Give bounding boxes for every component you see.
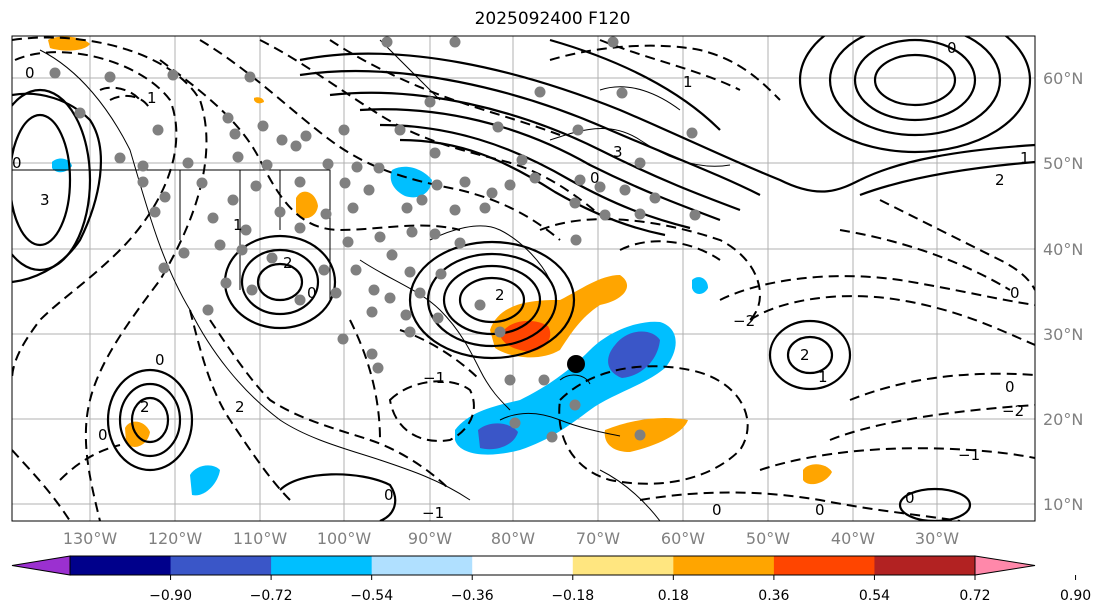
svg-text:1: 1 xyxy=(683,73,693,91)
svg-text:0: 0 xyxy=(12,154,22,172)
svg-text:−2: −2 xyxy=(733,312,755,330)
svg-text:2: 2 xyxy=(495,286,505,304)
svg-text:0: 0 xyxy=(98,426,108,444)
svg-text:50°W: 50°W xyxy=(746,529,790,548)
svg-text:100°W: 100°W xyxy=(317,529,372,548)
colorbar-tick-label: 0.90 xyxy=(1060,588,1091,604)
colorbar-tick-labels: −0.90 −0.72 −0.54 −0.36 −0.18 0.18 0.36 0.54 0.7… xyxy=(149,575,1091,604)
colorbar-segment xyxy=(472,556,574,575)
svg-text:2: 2 xyxy=(995,171,1005,189)
svg-text:40°N: 40°N xyxy=(1043,240,1083,259)
svg-text:−1: −1 xyxy=(422,504,444,522)
colorbar-tick-label: 0.72 xyxy=(959,588,990,604)
svg-text:20°N: 20°N xyxy=(1043,410,1083,429)
svg-text:60°W: 60°W xyxy=(661,529,705,548)
svg-text:2: 2 xyxy=(235,398,245,416)
colorbar-tick-label: 0.18 xyxy=(658,588,689,604)
colorbar-segments xyxy=(12,556,1035,575)
svg-text:−2: −2 xyxy=(1002,402,1024,420)
svg-text:0: 0 xyxy=(815,501,825,519)
svg-text:−1: −1 xyxy=(423,369,445,387)
svg-text:0: 0 xyxy=(384,486,394,504)
svg-text:1: 1 xyxy=(233,216,243,234)
svg-text:50°N: 50°N xyxy=(1043,154,1083,173)
svg-text:30°N: 30°N xyxy=(1043,325,1083,344)
svg-text:90°W: 90°W xyxy=(408,529,452,548)
colorbar-tick-label: 0.54 xyxy=(859,588,890,604)
svg-text:110°W: 110°W xyxy=(233,529,288,548)
colorbar-tick-label: −0.54 xyxy=(350,588,393,604)
map-frame xyxy=(11,35,1036,522)
latitude-labels: 60°N 50°N 40°N 30°N 20°N 10°N xyxy=(1043,69,1083,514)
observation-sites xyxy=(49,36,701,443)
shading-positive xyxy=(48,36,832,485)
svg-text:0: 0 xyxy=(947,39,957,57)
colorbar-tick-label: −0.18 xyxy=(551,588,594,604)
colorbar-segment xyxy=(773,556,875,575)
svg-text:3: 3 xyxy=(613,143,623,161)
svg-text:0: 0 xyxy=(590,169,600,187)
colorbar-segment xyxy=(371,556,473,575)
map-panel: 0 1 0 2 0 3 0 2 0 1 2 −1 0 −1 0 3 1 −2 2… xyxy=(12,36,1035,522)
colorbar-segment xyxy=(170,556,272,575)
svg-text:120°W: 120°W xyxy=(148,529,203,548)
colorbar-segment xyxy=(874,556,976,575)
colorbar-tick-label: −0.72 xyxy=(250,588,293,604)
svg-text:−1: −1 xyxy=(958,446,980,464)
svg-text:60°N: 60°N xyxy=(1043,69,1083,88)
colorbar-segment xyxy=(271,556,373,575)
svg-text:0: 0 xyxy=(712,501,722,519)
svg-text:40°W: 40°W xyxy=(831,529,875,548)
svg-text:2: 2 xyxy=(140,398,150,416)
svg-text:30°W: 30°W xyxy=(915,529,959,548)
svg-text:130°W: 130°W xyxy=(63,529,118,548)
colorbar-tick-label: −0.90 xyxy=(149,588,192,604)
svg-text:1: 1 xyxy=(147,89,157,107)
colorbar-extend-low xyxy=(12,556,70,575)
contours-negative xyxy=(12,36,1035,521)
svg-text:3: 3 xyxy=(40,191,50,209)
colorbar-segment xyxy=(572,556,674,575)
svg-text:10°N: 10°N xyxy=(1043,495,1083,514)
colorbar-segment xyxy=(70,556,172,575)
colorbar-tick-label: −0.36 xyxy=(451,588,494,604)
coastlines xyxy=(12,39,731,521)
contour-labels: 0 1 0 2 0 3 0 2 0 1 2 −1 0 −1 0 3 1 −2 2… xyxy=(12,39,1030,522)
target-point-marker xyxy=(567,355,585,373)
svg-text:70°W: 70°W xyxy=(576,529,620,548)
svg-text:0: 0 xyxy=(1005,378,1015,396)
svg-text:2: 2 xyxy=(283,254,293,272)
svg-text:0: 0 xyxy=(307,284,317,302)
colorbar: −0.90 −0.72 −0.54 −0.36 −0.18 0.18 0.36 0.54 0.7… xyxy=(11,555,1091,604)
svg-text:0: 0 xyxy=(155,351,165,369)
svg-text:0: 0 xyxy=(1010,284,1020,302)
svg-text:1: 1 xyxy=(1020,149,1030,167)
longitude-labels: 130°W 120°W 110°W 100°W 90°W 80°W 70°W 6… xyxy=(63,529,959,548)
svg-text:1: 1 xyxy=(818,368,828,386)
svg-text:80°W: 80°W xyxy=(491,529,535,548)
map-title: 2025092400 F120 xyxy=(474,9,631,29)
svg-text:2: 2 xyxy=(800,346,810,364)
svg-text:0: 0 xyxy=(905,489,915,507)
colorbar-segment xyxy=(673,556,775,575)
svg-text:0: 0 xyxy=(25,64,35,82)
colorbar-extend-high xyxy=(975,556,1035,575)
colorbar-tick-label: 0.36 xyxy=(758,588,789,604)
